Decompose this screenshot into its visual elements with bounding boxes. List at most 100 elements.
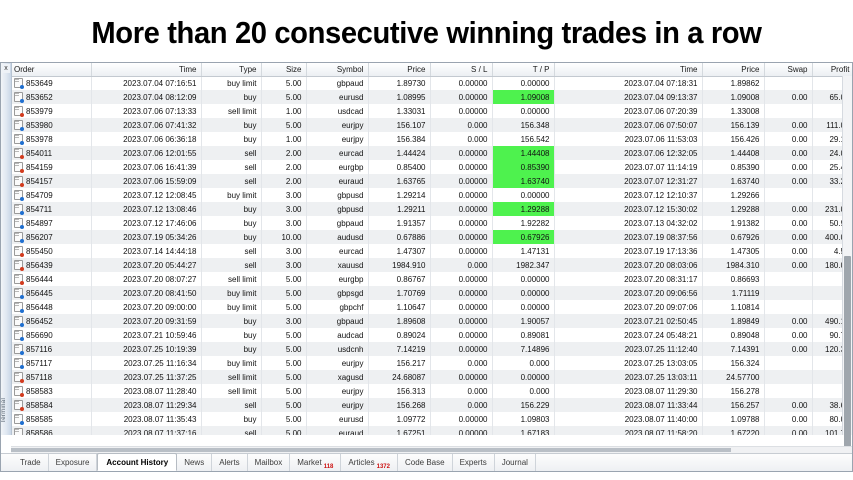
cell-order: 854157	[11, 174, 92, 188]
cell-time_close: 2023.07.04 07:18:31	[554, 76, 703, 90]
tab-news[interactable]: News	[177, 454, 213, 471]
table-row[interactable]: 853979 2023.07.06 07:13:33 sell limit 1.00 u…	[11, 104, 852, 118]
column-header-symbol[interactable]: Symbol	[306, 63, 369, 77]
tab-mailbox[interactable]: Mailbox	[248, 454, 291, 471]
horizontal-scrollbar[interactable]	[11, 446, 852, 453]
tab-experts[interactable]: Experts	[453, 454, 495, 471]
column-header-time_open[interactable]: Time	[91, 63, 202, 77]
order-sell-icon	[14, 106, 24, 117]
order-sell-icon	[14, 148, 24, 159]
horizontal-scrollbar-thumb[interactable]	[11, 448, 731, 452]
cell-time_open: 2023.08.07 11:28:40	[91, 384, 202, 398]
cell-price_close: 156.278	[702, 384, 765, 398]
order-buy-icon	[14, 358, 24, 369]
table-row[interactable]: 857118 2023.07.25 11:37:25 sell limit 5.00 x…	[11, 370, 852, 384]
column-header-price_open[interactable]: Price	[368, 63, 431, 77]
column-header-price_close[interactable]: Price	[702, 63, 765, 77]
column-header-time_close[interactable]: Time	[554, 63, 703, 77]
table-row[interactable]: 856690 2023.07.21 10:59:46 buy 5.00 audcad 0.…	[11, 328, 852, 342]
terminal-vertical-label: Terminal	[1, 397, 7, 423]
table-row[interactable]: 858586 2023.08.07 11:37:16 sell 5.00 euraud 1…	[11, 426, 852, 435]
tab-journal[interactable]: Journal	[495, 454, 536, 471]
table-row[interactable]: 856452 2023.07.20 09:31:59 buy 3.00 gbpaud 1.…	[11, 314, 852, 328]
table-row[interactable]: 858583 2023.08.07 11:28:40 sell limit 5.00 e…	[11, 384, 852, 398]
table-row[interactable]: 854897 2023.07.12 17:46:06 buy 3.00 gbpaud 1.…	[11, 216, 852, 230]
cell-type: buy	[201, 342, 262, 356]
cell-price_open: 7.14219	[368, 342, 431, 356]
table-row[interactable]: 857116 2023.07.25 10:19:39 buy 5.00 usdcnh 7.…	[11, 342, 852, 356]
tab-market[interactable]: Market 118	[290, 454, 342, 471]
cell-price_close: 156.426	[702, 132, 765, 146]
cell-size: 1.00	[261, 104, 307, 118]
cell-price_open: 156.384	[368, 132, 431, 146]
order-number: 854709	[26, 190, 53, 200]
tab-articles[interactable]: Articles 1372	[341, 454, 398, 471]
table-row[interactable]: 857117 2023.07.25 11:16:34 buy limit 5.00 eu…	[11, 356, 852, 370]
tab-account-history[interactable]: Account History	[97, 453, 178, 471]
table-row[interactable]: 854709 2023.07.12 12:08:45 buy limit 3.00 gb…	[11, 188, 852, 202]
tab-code-base[interactable]: Code Base	[398, 454, 453, 471]
cell-symbol: eurjpy	[306, 384, 369, 398]
column-header-tp[interactable]: T / P	[492, 63, 555, 77]
order-cell: 856439	[14, 260, 87, 271]
table-row[interactable]: 854159 2023.07.06 16:41:39 sell 2.00 eurgbp 0…	[11, 160, 852, 174]
table-row[interactable]: 854711 2023.07.12 13:08:46 buy 3.00 gbpusd 1.…	[11, 202, 852, 216]
cell-price_open: 1.08995	[368, 90, 431, 104]
column-header-type[interactable]: Type	[201, 63, 262, 77]
table-row[interactable]: 856207 2023.07.19 05:34:26 buy 10.00 audusd 0…	[11, 230, 852, 244]
order-number: 857116	[26, 344, 53, 354]
table-row[interactable]: 853649 2023.07.04 07:16:51 buy limit 5.00 gb…	[11, 76, 852, 90]
table-row[interactable]: 853980 2023.07.06 07:41:32 buy 5.00 eurjpy 15…	[11, 118, 852, 132]
order-buy-icon	[14, 78, 24, 90]
column-header-swap[interactable]: Swap	[764, 63, 813, 77]
table-row[interactable]: 853652 2023.07.04 08:12:09 buy 5.00 eurusd 1.…	[11, 90, 852, 104]
cell-swap	[764, 272, 813, 286]
column-header-profit[interactable]: Profit	[812, 63, 852, 77]
cell-swap	[764, 286, 813, 300]
table-row[interactable]: 856445 2023.07.20 08:41:50 buy limit 5.00 gb…	[11, 286, 852, 300]
column-header-size[interactable]: Size	[261, 63, 307, 77]
cell-symbol: gbpaud	[306, 314, 369, 328]
close-icon[interactable]: x	[2, 64, 10, 73]
cell-time_open: 2023.07.20 05:44:27	[91, 258, 202, 272]
column-header-order[interactable]: Order	[11, 63, 92, 77]
cell-symbol: gbpaud	[306, 76, 369, 90]
table-row[interactable]: 858585 2023.08.07 11:35:43 buy 5.00 eurusd 1.…	[11, 412, 852, 426]
column-header-sl[interactable]: S / L	[430, 63, 493, 77]
cell-time_close: 2023.07.04 09:13:37	[554, 90, 703, 104]
tab-badge: 118	[323, 464, 334, 470]
tab-exposure[interactable]: Exposure	[49, 454, 98, 471]
cell-tp: 1.47131	[492, 244, 555, 258]
cell-symbol: gbpaud	[306, 216, 369, 230]
table-row[interactable]: 853978 2023.07.06 06:36:18 buy 1.00 eurjpy 15…	[11, 132, 852, 146]
cell-order: 853652	[11, 90, 92, 104]
table-row[interactable]: 854157 2023.07.06 15:59:09 sell 2.00 euraud 1…	[11, 174, 852, 188]
cell-swap	[764, 188, 813, 202]
tab-alerts[interactable]: Alerts	[212, 454, 248, 471]
vertical-scrollbar[interactable]	[842, 76, 852, 453]
cell-price_close: 1.63740	[702, 174, 765, 188]
cell-time_close: 2023.07.24 05:48:21	[554, 328, 703, 342]
cell-swap	[764, 76, 813, 90]
cell-time_open: 2023.07.20 09:31:59	[91, 314, 202, 328]
table-row[interactable]: 858584 2023.08.07 11:29:34 sell 5.00 eurjpy 1…	[11, 398, 852, 412]
cell-price_open: 1.89730	[368, 76, 431, 90]
cell-type: buy	[201, 328, 262, 342]
cell-price_close: 1.09788	[702, 412, 765, 426]
vertical-scrollbar-thumb[interactable]	[844, 256, 851, 453]
table-row[interactable]: 856444 2023.07.20 08:07:27 sell limit 5.00 e…	[11, 272, 852, 286]
table-row[interactable]: 856439 2023.07.20 05:44:27 sell 3.00 xauusd 1…	[11, 258, 852, 272]
table-row[interactable]: 856448 2023.07.20 09:00:00 buy limit 5.00 gb…	[11, 300, 852, 314]
order-number: 857118	[26, 372, 53, 382]
cell-price_close: 7.14391	[702, 342, 765, 356]
table-row[interactable]: 855450 2023.07.14 14:44:18 sell 3.00 eurcad 1…	[11, 244, 852, 258]
tab-label: Articles	[348, 458, 375, 467]
order-cell: 858586	[14, 428, 87, 435]
tab-trade[interactable]: Trade	[13, 454, 49, 471]
table-row[interactable]: 854011 2023.07.06 12:01:55 sell 2.00 eurcad 1…	[11, 146, 852, 160]
cell-swap: 0.00	[764, 118, 813, 132]
cell-price_open: 1.29214	[368, 188, 431, 202]
order-cell: 857118	[14, 372, 87, 383]
